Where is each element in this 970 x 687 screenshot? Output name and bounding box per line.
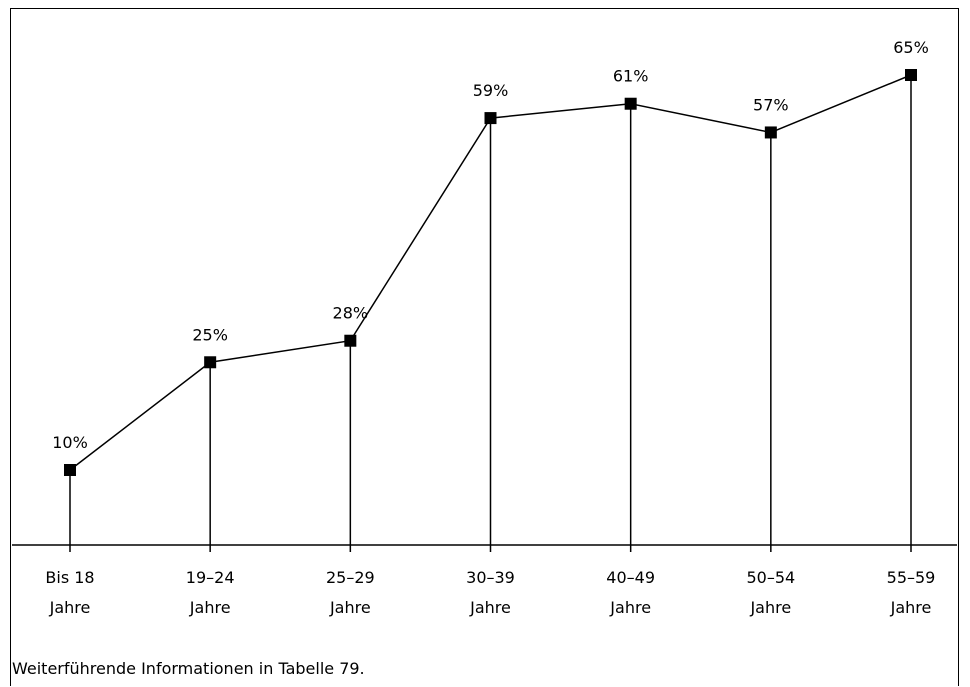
category-label: 19–24: [186, 568, 235, 587]
category-label: 50–54: [746, 568, 795, 587]
data-point: [764, 126, 777, 139]
x-ticks: [69, 545, 912, 552]
category-label: Bis 18: [45, 568, 94, 587]
data-markers: [64, 69, 917, 476]
data-point: [204, 356, 217, 369]
category-label: 30–39: [466, 568, 515, 587]
data-labels: 10% 25% 28% 59% 61% 57% 65%: [52, 38, 929, 452]
category-label: Jahre: [49, 598, 91, 617]
category-label: Jahre: [749, 598, 791, 617]
category-label: Jahre: [890, 598, 932, 617]
category-label: Jahre: [329, 598, 371, 617]
data-label: 65%: [893, 38, 929, 57]
data-point: [344, 334, 357, 347]
category-labels: Bis 18 Jahre 19–24 Jahre 25–29 Jahre 30–39 Jahr…: [45, 568, 935, 617]
data-point: [484, 112, 497, 125]
footnote: Weiterführende Informationen in Tabelle …: [12, 659, 365, 678]
data-label: 28%: [333, 304, 369, 323]
data-point: [624, 97, 637, 110]
data-label: 10%: [52, 433, 88, 452]
category-label: Jahre: [469, 598, 511, 617]
data-label: 25%: [192, 325, 228, 344]
data-point: [64, 464, 76, 476]
drop-lines: [69, 75, 912, 545]
data-point: [905, 69, 917, 81]
category-label: Jahre: [189, 598, 231, 617]
data-label: 57%: [753, 95, 789, 114]
category-label: Jahre: [609, 598, 651, 617]
data-label: 61%: [613, 67, 649, 86]
data-label: 59%: [473, 81, 509, 100]
category-label: 40–49: [606, 568, 655, 587]
category-label: 25–29: [326, 568, 375, 587]
category-label: 55–59: [887, 568, 936, 587]
